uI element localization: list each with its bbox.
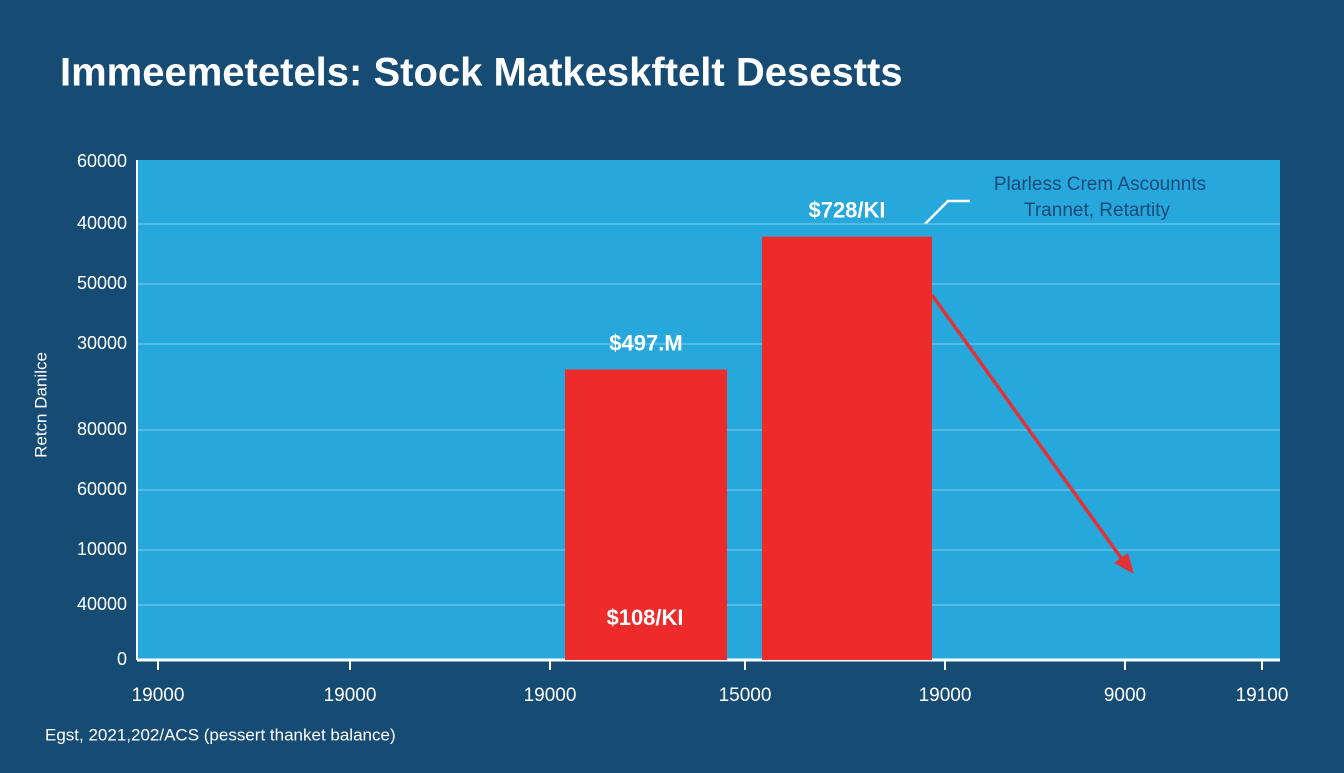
y-tick-label: 0 [117, 649, 127, 669]
x-tick-label: 19100 [1236, 685, 1289, 706]
annotation: Trannet, Retartity [1024, 200, 1171, 221]
x-tick-label: 15000 [719, 685, 772, 706]
bar [762, 236, 932, 660]
x-tick-label: 19000 [132, 685, 185, 706]
footer: Egst, 2021,202/ACS (pessert thanket bala… [45, 725, 396, 744]
y-tick-label: 60000 [77, 151, 127, 171]
annotation: Plarless Crem Ascounnts [994, 174, 1206, 195]
trend-arrowhead [1114, 553, 1134, 574]
y-tick-label: 10000 [77, 539, 127, 559]
y-tick-label: 60000 [77, 479, 127, 499]
bar [565, 369, 727, 660]
x-tick-label: 19000 [524, 685, 577, 706]
y-axis-label: Retcn Danilce [31, 352, 50, 458]
y-tick-label: 40000 [77, 594, 127, 614]
x-tick-label: 9000 [1104, 685, 1146, 706]
bar-label: $497.M [609, 330, 682, 355]
y-tick-label: 30000 [77, 333, 127, 353]
bar-label: $728/KI [808, 198, 885, 223]
y-tick-label: 80000 [77, 419, 127, 439]
annotation-pointer [924, 199, 970, 225]
y-tick-label: 40000 [77, 213, 127, 233]
x-tick-label: 19000 [919, 685, 972, 706]
chart-title: Immeemetetels: Stock Matkeskftelt Desest… [60, 51, 903, 95]
bar-inner-label: $108/KI [606, 605, 683, 630]
y-tick-label: 50000 [77, 273, 127, 293]
trend-arrow [930, 293, 1126, 564]
x-tick-label: 19000 [324, 685, 377, 706]
